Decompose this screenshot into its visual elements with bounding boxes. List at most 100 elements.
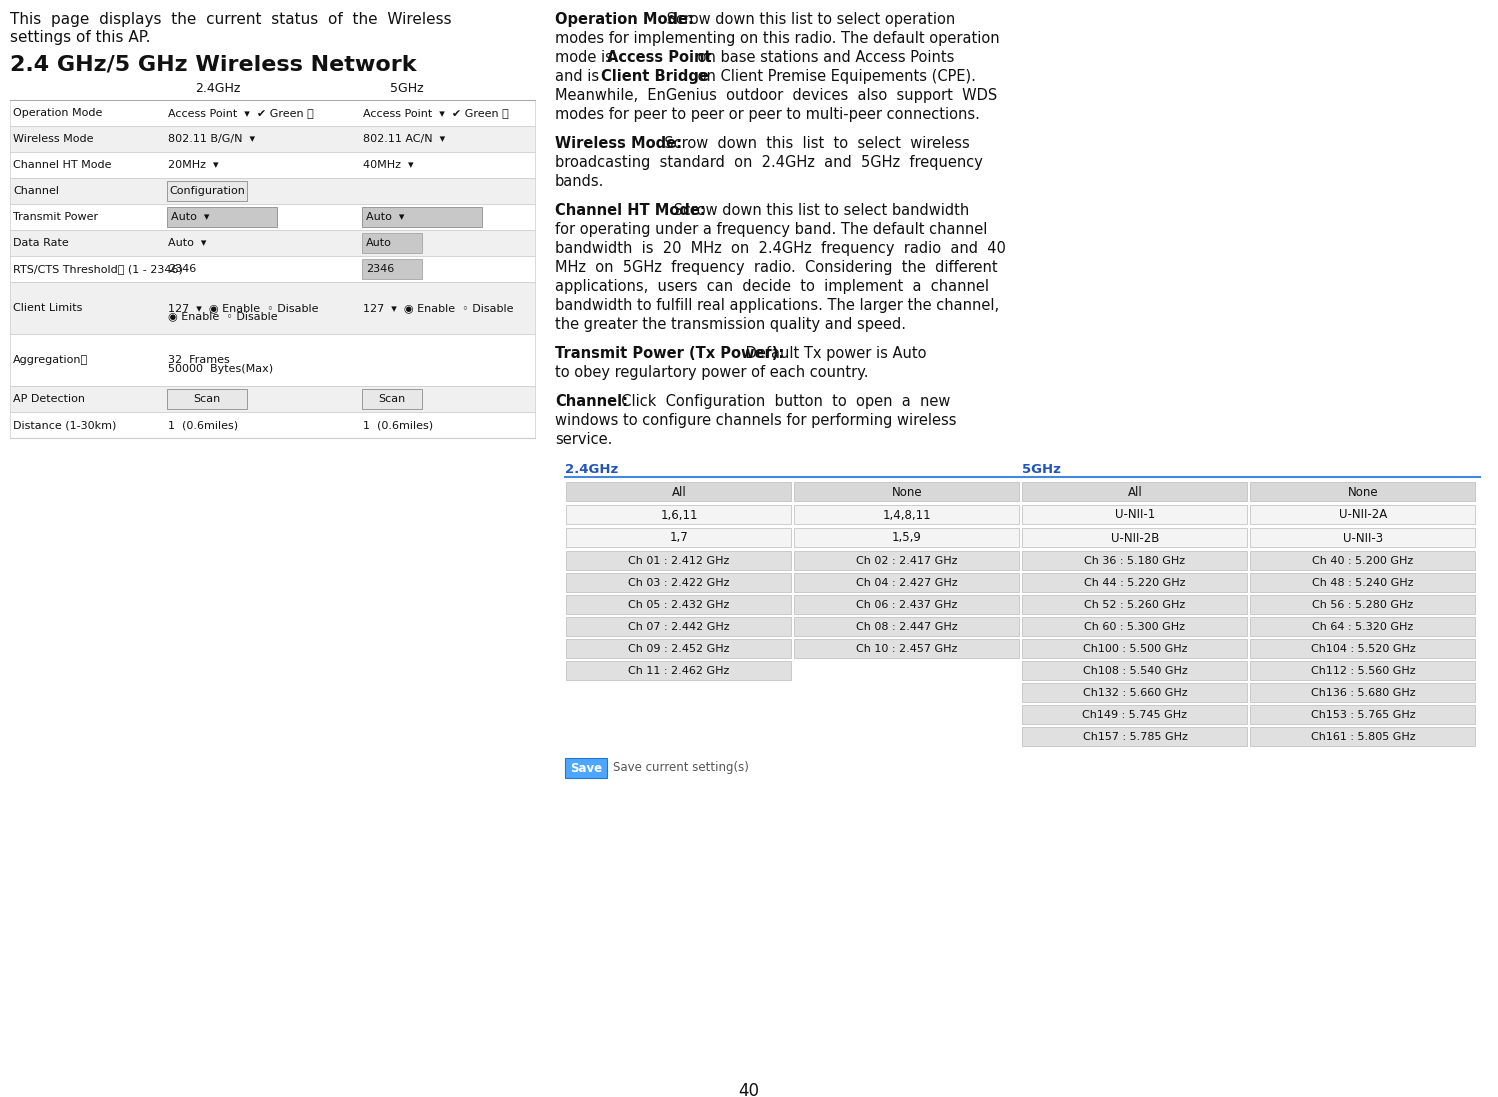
Text: Transmit Power (Tx Power):: Transmit Power (Tx Power):	[554, 346, 785, 361]
Text: the greater the transmission quality and speed.: the greater the transmission quality and…	[554, 317, 906, 332]
Bar	[166, 389, 247, 409]
Bar	[1249, 705, 1476, 724]
Text: Access Point  ▾  ✔ Green ⓘ: Access Point ▾ ✔ Green ⓘ	[168, 108, 313, 118]
Text: Ch 10 : 2.457 GHz: Ch 10 : 2.457 GHz	[857, 644, 957, 654]
Text: 802.11 B/G/N  ▾: 802.11 B/G/N ▾	[168, 134, 255, 144]
Bar	[566, 661, 791, 680]
Bar	[10, 282, 535, 333]
Text: Ch 07 : 2.442 GHz: Ch 07 : 2.442 GHz	[628, 622, 730, 632]
Text: Ch 52 : 5.260 GHz: Ch 52 : 5.260 GHz	[1085, 600, 1185, 610]
Text: Ch 60 : 5.300 GHz: Ch 60 : 5.300 GHz	[1085, 622, 1185, 632]
Bar	[794, 617, 1019, 636]
Text: Client Limits: Client Limits	[13, 303, 82, 313]
Bar	[566, 595, 791, 614]
Bar	[794, 638, 1019, 658]
Bar	[10, 178, 535, 204]
Text: ◉ Enable  ◦ Disable: ◉ Enable ◦ Disable	[168, 312, 277, 321]
Text: Save: Save	[569, 761, 602, 774]
Bar	[166, 181, 247, 201]
Text: 1,5,9: 1,5,9	[893, 532, 921, 544]
Bar	[794, 551, 1019, 570]
Text: All: All	[1128, 486, 1143, 498]
Text: Ch 06 : 2.437 GHz: Ch 06 : 2.437 GHz	[857, 600, 957, 610]
Bar	[1022, 528, 1246, 547]
Bar	[566, 638, 791, 658]
Text: 40: 40	[739, 1082, 759, 1097]
Text: Channel HT Mode:: Channel HT Mode:	[554, 203, 706, 218]
Text: Ch132 : 5.660 GHz: Ch132 : 5.660 GHz	[1083, 688, 1188, 698]
Text: to obey regulartory power of each country.: to obey regulartory power of each countr…	[554, 365, 869, 380]
Text: Click  Configuration  button  to  open  a  new: Click Configuration button to open a new	[613, 394, 951, 409]
Bar	[1022, 617, 1246, 636]
Text: Default Tx power is Auto: Default Tx power is Auto	[740, 346, 926, 361]
Text: settings of this AP.: settings of this AP.	[10, 30, 150, 45]
Text: Ch 08 : 2.447 GHz: Ch 08 : 2.447 GHz	[857, 622, 957, 632]
Text: Save current setting(s): Save current setting(s)	[613, 761, 749, 774]
Bar	[1022, 482, 1246, 501]
Bar	[1022, 505, 1246, 524]
Text: 802.11 AC/N  ▾: 802.11 AC/N ▾	[363, 134, 445, 144]
Bar	[794, 482, 1019, 501]
Text: Scrow down this list to select bandwidth: Scrow down this list to select bandwidth	[670, 203, 969, 218]
Text: Ch 03 : 2.422 GHz: Ch 03 : 2.422 GHz	[628, 578, 730, 588]
Text: Channel HT Mode: Channel HT Mode	[13, 160, 111, 170]
Text: 20MHz  ▾: 20MHz ▾	[168, 160, 219, 170]
Text: 32  Frames: 32 Frames	[168, 355, 229, 365]
Text: 40MHz  ▾: 40MHz ▾	[363, 160, 413, 170]
Bar	[10, 256, 535, 282]
Bar	[1022, 727, 1246, 746]
Bar	[1249, 573, 1476, 592]
Text: MHz  on  5GHz  frequency  radio.  Considering  the  different: MHz on 5GHz frequency radio. Considering…	[554, 260, 998, 275]
Bar	[1022, 551, 1246, 570]
Text: 127  ▾  ◉ Enable  ◦ Disable: 127 ▾ ◉ Enable ◦ Disable	[168, 303, 319, 313]
Text: Distance (1-30km): Distance (1-30km)	[13, 420, 117, 430]
Bar	[566, 505, 791, 524]
Bar	[794, 505, 1019, 524]
Text: Access Point: Access Point	[607, 50, 712, 65]
Text: Scrow  down  this  list  to  select  wireless: Scrow down this list to select wireless	[655, 136, 969, 151]
Text: Ch100 : 5.500 GHz: Ch100 : 5.500 GHz	[1083, 644, 1188, 654]
Bar	[566, 528, 791, 547]
Text: bandwidth  is  20  MHz  on  2.4GHz  frequency  radio  and  40: bandwidth is 20 MHz on 2.4GHz frequency …	[554, 241, 1005, 256]
Text: Ch104 : 5.520 GHz: Ch104 : 5.520 GHz	[1311, 644, 1416, 654]
Text: 5GHz: 5GHz	[389, 82, 424, 95]
Bar	[1249, 727, 1476, 746]
Bar	[10, 152, 535, 178]
Text: Aggregationⓘ: Aggregationⓘ	[13, 355, 88, 365]
Text: Scan: Scan	[379, 394, 406, 404]
Bar	[794, 595, 1019, 614]
Bar	[1249, 528, 1476, 547]
Bar	[1249, 617, 1476, 636]
Text: Ch 04 : 2.427 GHz: Ch 04 : 2.427 GHz	[857, 578, 957, 588]
Bar	[1022, 573, 1246, 592]
Text: for operating under a frequency band. The default channel: for operating under a frequency band. Th…	[554, 222, 987, 237]
Text: AP Detection: AP Detection	[13, 394, 85, 404]
Text: Ch 05 : 2.432 GHz: Ch 05 : 2.432 GHz	[628, 600, 730, 610]
Bar	[794, 528, 1019, 547]
Bar	[1249, 683, 1476, 702]
Text: service.: service.	[554, 432, 613, 446]
Text: modes for implementing on this radio. The default operation: modes for implementing on this radio. Th…	[554, 31, 999, 46]
Text: on base stations and Access Points: on base stations and Access Points	[692, 50, 954, 65]
Bar	[1022, 661, 1246, 680]
Text: RTS/CTS Thresholdⓘ (1 - 2346): RTS/CTS Thresholdⓘ (1 - 2346)	[13, 264, 183, 274]
Bar	[566, 551, 791, 570]
Text: None: None	[1348, 486, 1378, 498]
Bar	[10, 126, 535, 152]
Text: Wireless Mode: Wireless Mode	[13, 134, 93, 144]
Text: 1  (0.6miles): 1 (0.6miles)	[363, 420, 433, 430]
Bar	[363, 259, 422, 279]
Bar	[1249, 595, 1476, 614]
Bar	[1249, 638, 1476, 658]
Text: 1,4,8,11: 1,4,8,11	[882, 509, 932, 521]
Bar	[10, 386, 535, 412]
Bar	[1022, 595, 1246, 614]
Text: Ch 36 : 5.180 GHz: Ch 36 : 5.180 GHz	[1085, 556, 1185, 566]
Text: 50000  Bytes(Max): 50000 Bytes(Max)	[168, 364, 273, 374]
Bar	[10, 230, 535, 256]
Text: Ch149 : 5.745 GHz: Ch149 : 5.745 GHz	[1083, 710, 1188, 720]
Text: Channel: Channel	[13, 186, 58, 196]
Text: 2.4GHz: 2.4GHz	[565, 463, 619, 476]
Text: Ch 48 : 5.240 GHz: Ch 48 : 5.240 GHz	[1312, 578, 1414, 588]
Text: Ch 56 : 5.280 GHz: Ch 56 : 5.280 GHz	[1312, 600, 1414, 610]
